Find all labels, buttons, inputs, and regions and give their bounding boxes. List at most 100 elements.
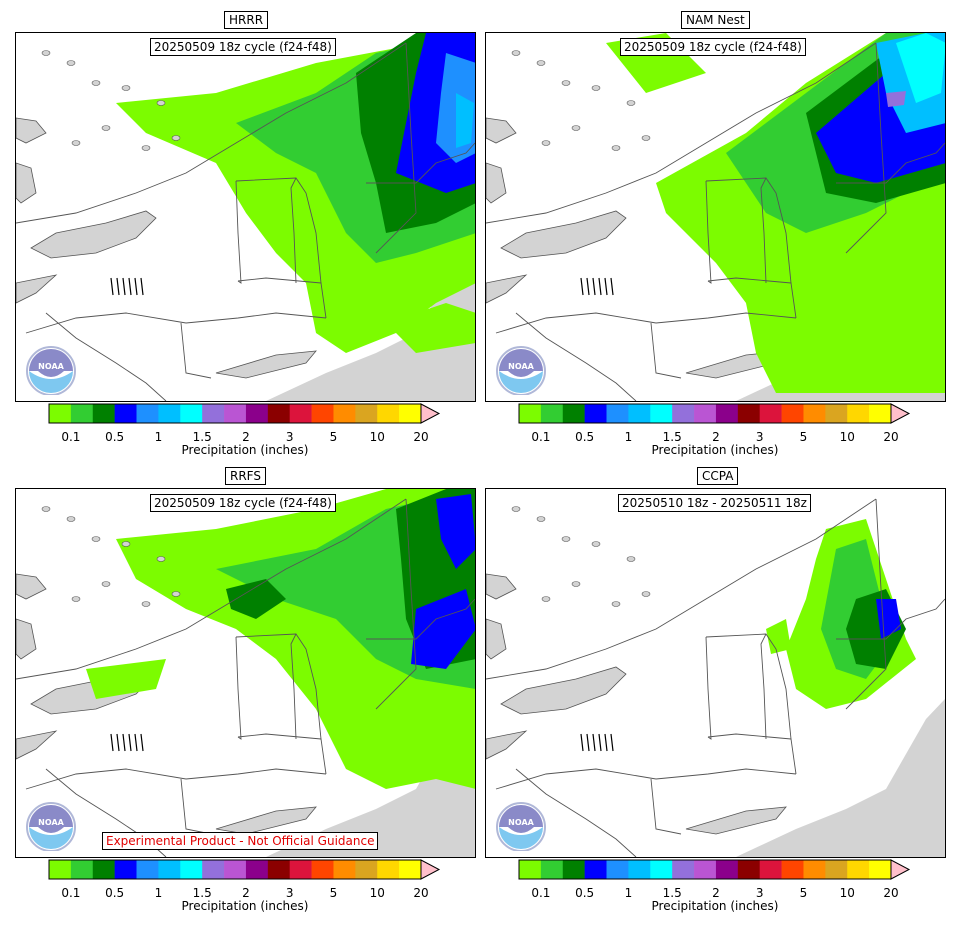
state-border: [375, 498, 417, 710]
lake-erie: [486, 274, 528, 304]
panel-title: RRFS: [225, 467, 266, 485]
colorbar-tick-label: 3: [755, 886, 764, 900]
colorbar-extend-arrow: [890, 403, 911, 424]
state-border: [650, 322, 682, 379]
finger-lake: [586, 733, 590, 752]
colorbar-tick-label: 2: [242, 430, 250, 444]
small-lake: [591, 541, 601, 547]
long-island: [215, 350, 317, 379]
colorbar-swatch: [869, 404, 892, 423]
colorbar: 0.1 0.5 1 1.5 2 3 5 10 20 Precipitation (inches): [48, 859, 448, 921]
lake-ontario: [500, 666, 627, 715]
logo-text: NOAA: [508, 818, 534, 827]
colorbar-tick-label: 5: [329, 430, 338, 444]
small-lake: [101, 581, 111, 587]
small-lake: [541, 596, 551, 602]
finger-lake: [580, 733, 584, 752]
colorbar-swatch: [803, 860, 826, 879]
colorbar-tick-label: 20: [413, 886, 429, 900]
colorbar-swatch: [737, 860, 761, 879]
finger-lake: [580, 277, 584, 296]
colorbar-swatch: [694, 404, 717, 423]
state-border: [375, 42, 417, 254]
colorbar-swatch: [606, 860, 629, 879]
colorbar-swatch: [781, 860, 804, 879]
colorbar-swatch: [289, 860, 312, 879]
precip-area: [456, 93, 474, 148]
colorbar-outline: [518, 403, 892, 424]
state-border: [237, 277, 322, 284]
small-lake: [626, 100, 636, 106]
colorbar-swatch: [202, 404, 225, 423]
state-border: [705, 633, 797, 775]
state-border: [235, 633, 327, 775]
colorbar-swatch: [781, 404, 804, 423]
state-border: [705, 177, 797, 319]
state-border: [515, 768, 637, 857]
colorbar-tick-label: 10: [369, 430, 385, 444]
colorbar-swatch: [180, 404, 203, 423]
ocean: [266, 243, 475, 401]
colorbar-swatch: [540, 404, 564, 423]
precip-area: [886, 91, 906, 107]
colorbar-swatch: [377, 860, 400, 879]
colorbar-swatch: [519, 404, 542, 423]
state-border: [366, 598, 475, 640]
small-lake: [626, 556, 636, 562]
colorbar-tick-label: 2: [712, 886, 720, 900]
colorbar-swatch: [92, 404, 115, 423]
colorbar-swatch: [759, 404, 782, 423]
colorbar-swatch: [606, 404, 629, 423]
colorbar-tick-label: 0.1: [61, 886, 81, 900]
state-border: [237, 733, 322, 740]
finger-lake: [110, 733, 114, 752]
state-border: [707, 277, 792, 284]
colorbar-title: Precipitation (inches): [651, 443, 779, 457]
lake-ontario: [30, 210, 157, 259]
small-lake: [611, 145, 621, 151]
small-lake: [66, 60, 76, 66]
finger-lake: [598, 733, 602, 752]
panel-title: HRRR: [224, 11, 269, 29]
small-lake: [171, 135, 181, 141]
colorbar-tick-label: 10: [839, 430, 855, 444]
colorbar-title: Precipitation (inches): [181, 899, 309, 913]
colorbar-tick-label: 2: [242, 886, 250, 900]
colorbar-swatch: [847, 404, 870, 423]
cycle-label: 20250510 18z - 20250511 18z: [618, 494, 811, 512]
colorbar-swatch: [114, 404, 137, 423]
colorbar-tick-label: 10: [839, 886, 855, 900]
colorbar-tick-label: 0.1: [531, 886, 551, 900]
state-border: [16, 498, 407, 680]
colorbar-swatch: [869, 860, 892, 879]
finger-lake: [122, 733, 126, 752]
colorbar-swatch: [158, 404, 181, 423]
colorbar-tick-label: 0.5: [575, 430, 595, 444]
lake-erie: [16, 730, 58, 760]
small-lake: [641, 591, 651, 597]
colorbar-swatch: [715, 860, 739, 879]
small-lake: [511, 50, 521, 56]
panel-ccpa: CCPA 20250510 18z - 20250511 18z NOAA 0.1…: [470, 464, 950, 928]
colorbar-tick-label: 1: [154, 886, 163, 900]
colorbar-tick-label: 0.5: [105, 430, 125, 444]
state-border: [235, 180, 242, 284]
small-lake: [41, 506, 51, 512]
colorbar-swatch: [114, 860, 137, 879]
state-border: [705, 180, 712, 284]
precip-area: [766, 619, 791, 654]
colorbar-swatch: [158, 860, 181, 879]
panel-nam-nest: NAM Nest 20250509 18z cycle (f24-f48) NOA…: [470, 0, 950, 464]
finger-lake: [586, 277, 590, 296]
lake-huron: [486, 573, 517, 660]
colorbar-swatch: [70, 860, 94, 879]
colorbar-swatch: [224, 860, 247, 879]
long-island: [685, 806, 787, 835]
small-lake: [171, 591, 181, 597]
state-border: [180, 778, 212, 835]
colorbar-extend-arrow: [420, 859, 441, 880]
colorbar-tick-label: 0.1: [61, 430, 81, 444]
small-lake: [611, 601, 621, 607]
small-lake: [121, 541, 131, 547]
finger-lake: [592, 277, 596, 296]
